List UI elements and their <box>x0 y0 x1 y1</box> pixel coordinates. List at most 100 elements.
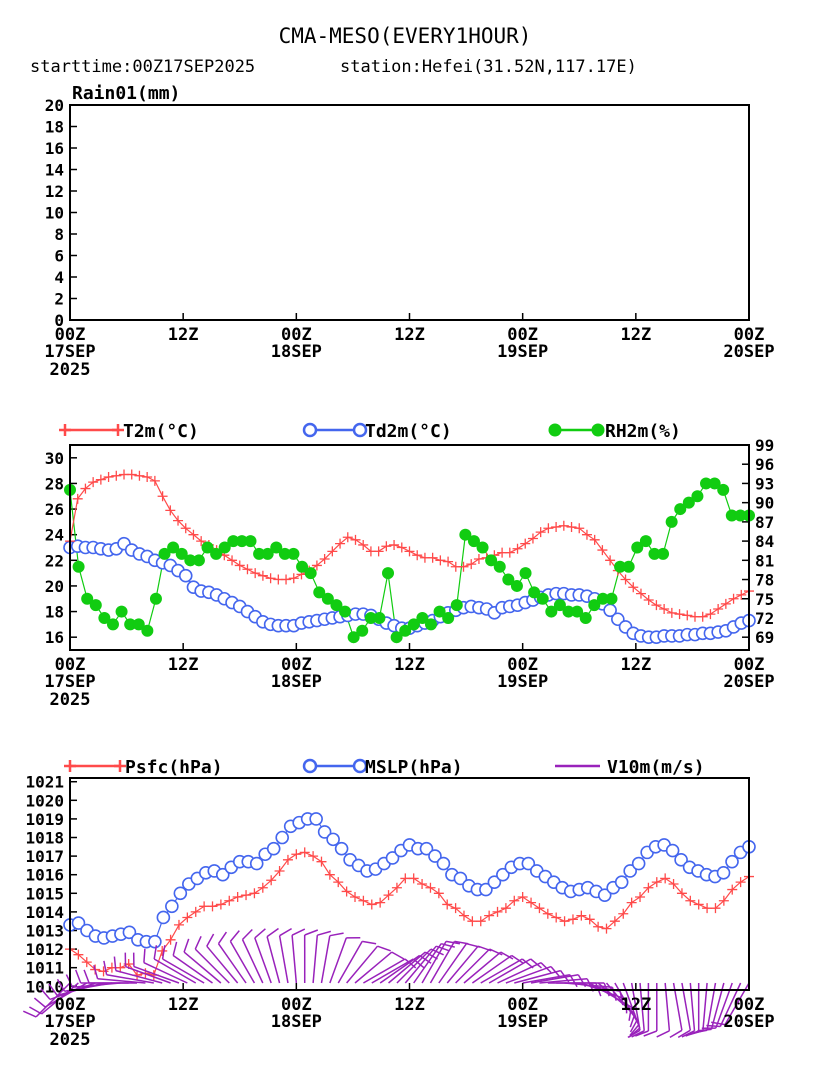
psfc-point <box>693 899 704 910</box>
rh2m-point <box>614 560 627 573</box>
psfc-point <box>73 949 84 960</box>
temperature-x-date-label: 19SEP <box>497 672 548 692</box>
t2m-point <box>381 541 392 552</box>
wind-barb-flag <box>74 969 82 984</box>
wind-barb-staff <box>312 935 319 984</box>
rh2m-point <box>648 547 661 560</box>
mslp-point <box>479 882 493 897</box>
pressure-x-date-label: 18SEP <box>271 1012 322 1032</box>
rain-x-date-label: 17SEP <box>44 342 95 362</box>
psfc-point <box>157 945 168 956</box>
wind-barb-staff <box>266 936 281 984</box>
humidity-y-tick-label: 93 <box>755 474 774 493</box>
t2m-point <box>620 574 631 585</box>
t2m-point <box>180 523 191 534</box>
wind-barb-flag <box>329 932 344 937</box>
wind-barb-staff <box>514 969 561 984</box>
psfc-point <box>551 912 562 923</box>
rh2m-point <box>442 611 455 624</box>
t2m-point <box>142 472 153 483</box>
rh2m-point <box>639 535 652 548</box>
rh2m-point <box>373 611 386 624</box>
legend-mslp-marker <box>302 758 318 774</box>
psfc-point <box>199 901 210 912</box>
t2m-point <box>250 568 261 579</box>
wind-barb-flag <box>711 1021 726 1026</box>
psfc-point <box>509 895 520 906</box>
wind-barb-flag <box>669 1029 683 1039</box>
pressure-x-tick-label: 00Z <box>734 995 765 1015</box>
wind-barb-staff <box>133 965 180 984</box>
legend-rh2m-marker <box>548 423 562 437</box>
humidity-y-tick-label: 99 <box>755 436 774 455</box>
rh2m-point <box>502 573 515 586</box>
wind-barb-staff <box>488 958 532 984</box>
rh2m-point <box>210 547 223 560</box>
rh2m-point <box>132 618 145 631</box>
pressure-y-tick-label: 1021 <box>25 773 64 792</box>
psfc-point <box>517 892 528 903</box>
rh2m-point <box>485 554 498 567</box>
mslp-point <box>614 875 629 889</box>
rain-y-tick-label: 14 <box>45 161 64 180</box>
rh2m-point <box>270 541 283 554</box>
psfc-point <box>433 888 444 899</box>
rh2m-point <box>657 547 670 560</box>
t2m-point <box>350 534 361 545</box>
wind-barb-flag <box>628 1006 633 1021</box>
wind-barb-staff <box>115 969 163 984</box>
chart-title: CMA-MESO(EVERY1HOUR) <box>279 24 532 48</box>
t2m-point <box>358 539 369 550</box>
rh2m-point <box>115 605 128 618</box>
t2m-point <box>643 595 654 606</box>
t2m-point <box>605 555 616 566</box>
t2m-point <box>597 545 608 556</box>
wind-barb-staff <box>337 941 363 984</box>
rain-x-date-label: 20SEP <box>723 342 774 362</box>
pressure-legend: Psfc(hPa) MSLP(hPa) V10m(m/s) <box>64 757 705 778</box>
psfc-point <box>266 875 277 886</box>
rh2m-point <box>596 592 609 605</box>
t2m-point <box>149 475 160 486</box>
psfc-point <box>542 908 553 919</box>
rh2m-point <box>510 579 523 592</box>
t2m-point <box>257 570 268 581</box>
temperature-y-tick-label: 28 <box>45 474 64 493</box>
wind-barb-flag <box>631 1030 645 1038</box>
psfc-point <box>190 906 201 917</box>
pressure-panel: Psfc(hPa) MSLP(hPa) V10m(m/s) 1010101110… <box>22 757 775 1050</box>
rh2m-point <box>244 535 257 548</box>
rh2m-point <box>124 618 137 631</box>
wind-barb-flag <box>143 948 146 963</box>
pressure-y-tick-label: 1017 <box>25 847 64 866</box>
t2m-point <box>558 520 569 531</box>
psfc-point <box>559 916 570 927</box>
psfc-point <box>735 877 746 888</box>
t2m-point <box>173 515 184 526</box>
psfc-point <box>324 869 335 880</box>
pressure-x-tick-label: 12Z <box>168 995 199 1015</box>
t2m-point <box>458 561 469 572</box>
rh2m-point <box>149 592 162 605</box>
t2m-point <box>682 610 693 621</box>
psfc-point <box>417 879 428 889</box>
mslp-point <box>334 841 349 856</box>
rh2m-point <box>81 592 94 605</box>
psfc-point <box>576 910 587 921</box>
pressure-y-tick-label: 1014 <box>25 903 64 922</box>
pressure-x-date-label: 17SEP <box>44 1012 95 1032</box>
t2m-point <box>427 552 438 563</box>
psfc-point <box>584 914 595 925</box>
t2m-point <box>535 527 546 538</box>
temperature-x-year-label: 2025 <box>50 690 91 710</box>
psfc-point <box>442 899 453 910</box>
t2m-point <box>504 547 515 558</box>
rain-x-date-label: 18SEP <box>271 342 322 362</box>
td2m-point <box>178 568 193 583</box>
wind-barb-flag <box>629 1024 640 1036</box>
mslp-point <box>436 856 451 871</box>
t2m-point <box>227 555 238 566</box>
wind-barb-staff <box>589 982 632 1008</box>
legend-psfc-label: Psfc(hPa) <box>125 757 223 778</box>
